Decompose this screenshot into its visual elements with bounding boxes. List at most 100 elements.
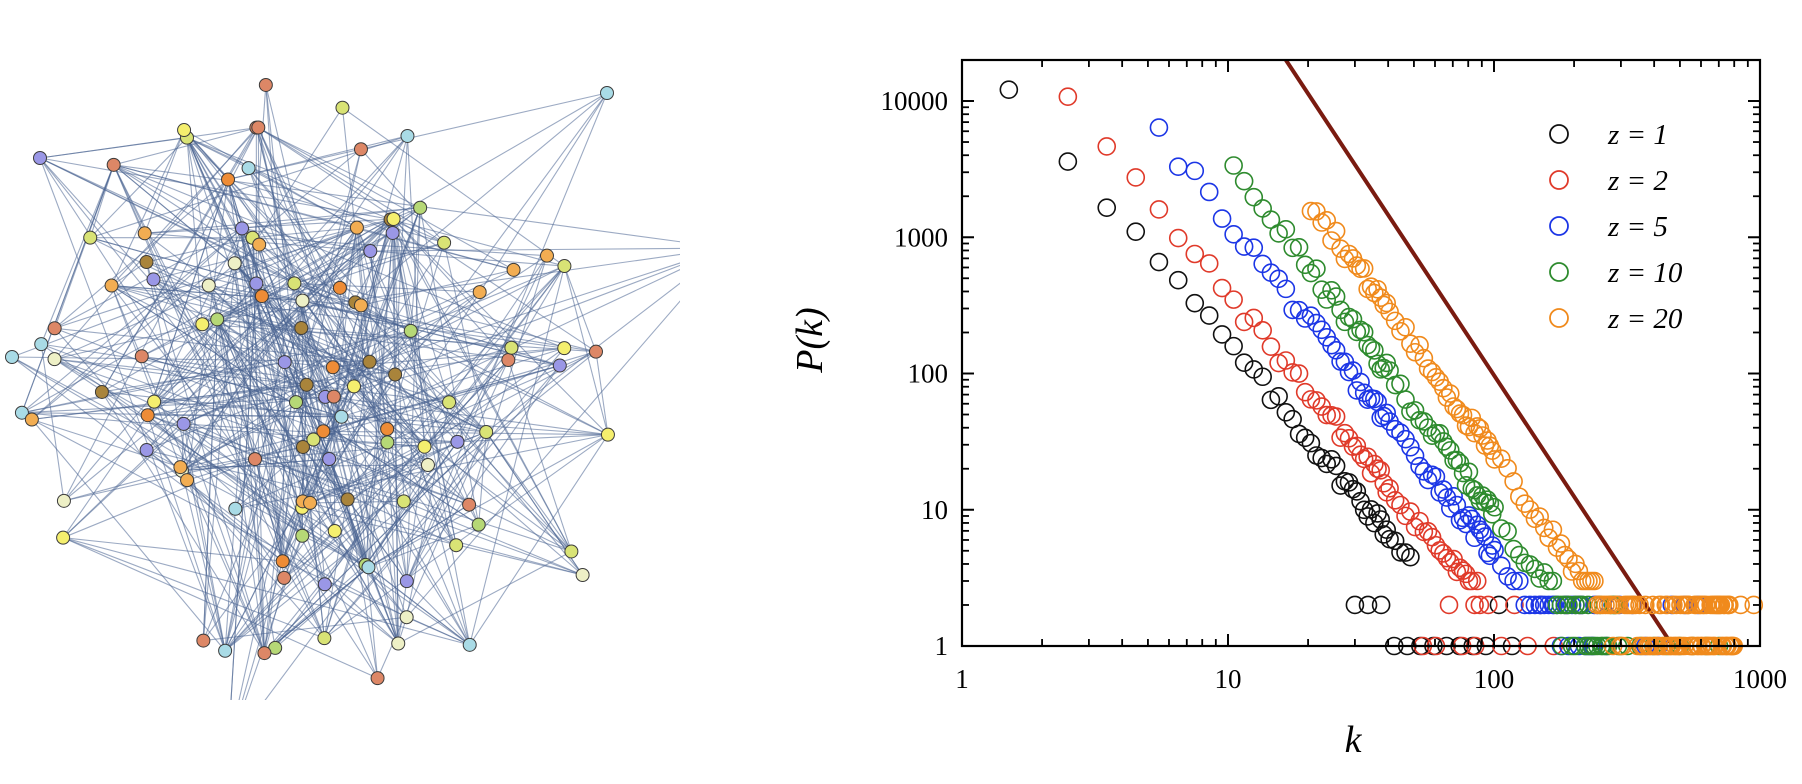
data-point <box>1276 403 1296 422</box>
data-point <box>1543 520 1563 540</box>
network-node <box>353 298 368 313</box>
network-node <box>386 211 401 226</box>
data-point <box>1365 341 1384 360</box>
network-edge <box>41 343 470 506</box>
data-point <box>1480 546 1500 566</box>
network-edge <box>356 227 514 271</box>
network-edge <box>39 157 391 220</box>
data-point <box>1520 595 1540 615</box>
data-point <box>1097 198 1117 217</box>
network-edge <box>227 179 425 448</box>
network-nodes <box>5 77 615 686</box>
network-node <box>277 570 292 585</box>
data-point <box>1244 187 1264 207</box>
data-point <box>1478 595 1498 615</box>
data-point <box>1491 449 1511 468</box>
network-edge <box>235 434 609 510</box>
network-node <box>24 412 39 427</box>
data-point <box>1289 424 1309 444</box>
network-node <box>479 425 494 440</box>
network-edge <box>244 535 303 700</box>
network-node <box>177 123 192 138</box>
data-point <box>1374 295 1394 315</box>
data-point <box>1401 547 1420 567</box>
data-point <box>1335 249 1355 269</box>
data-point <box>1199 182 1219 202</box>
network-edge <box>332 366 450 403</box>
data-point <box>1234 312 1254 332</box>
network-edge <box>301 300 336 532</box>
data-point <box>1317 210 1337 230</box>
data-point <box>1396 543 1415 562</box>
network-node <box>504 340 519 355</box>
data-point <box>1450 558 1470 578</box>
data-point <box>1253 199 1272 218</box>
data-point <box>1744 595 1764 615</box>
network-node <box>340 492 355 507</box>
network-edge <box>90 135 408 239</box>
network-edge <box>31 384 307 421</box>
data-point <box>1335 423 1355 443</box>
data-point <box>1385 311 1405 331</box>
network-node <box>403 323 418 338</box>
network-edge <box>302 300 512 349</box>
data-point <box>1437 488 1457 507</box>
network-node <box>210 312 225 327</box>
network-edge <box>145 261 226 651</box>
network-edge <box>54 227 358 360</box>
network-edge <box>111 285 302 329</box>
data-point <box>1531 595 1551 615</box>
data-point <box>1470 520 1490 539</box>
data-point <box>1505 595 1524 615</box>
network-edge <box>300 218 395 329</box>
network-edge <box>265 84 325 639</box>
network-node <box>399 574 414 589</box>
data-point <box>1301 433 1321 453</box>
network-node <box>326 389 341 404</box>
network-edge <box>147 218 391 416</box>
network-edge <box>257 127 457 546</box>
x-tick-label: 100 <box>1474 664 1515 694</box>
network-node <box>539 248 554 263</box>
network-edge <box>147 384 307 416</box>
data-point <box>1510 571 1529 591</box>
data-point <box>1459 417 1479 437</box>
network-edge <box>224 464 429 652</box>
network-node <box>303 495 318 510</box>
network-edge <box>283 446 425 579</box>
network-node <box>258 77 273 92</box>
data-point <box>1244 238 1264 257</box>
data-point <box>1276 351 1296 370</box>
network-edge <box>183 129 358 229</box>
legend-marker <box>1549 308 1569 328</box>
network-edge <box>341 347 565 418</box>
network-edge <box>393 218 512 349</box>
data-point <box>1422 426 1442 446</box>
network-node <box>471 517 486 532</box>
data-point <box>1572 595 1592 615</box>
data-point <box>1718 595 1737 615</box>
network-node <box>557 259 572 274</box>
network-node <box>361 560 376 575</box>
network-node <box>289 395 304 410</box>
data-point <box>1312 448 1331 468</box>
data-point <box>1351 445 1370 464</box>
network-node <box>363 244 378 259</box>
network-node <box>370 671 385 686</box>
network-node <box>332 280 347 295</box>
network-edge <box>323 347 565 639</box>
data-point <box>1347 322 1367 342</box>
legend-label: z = 10 <box>1607 257 1683 289</box>
network-edge <box>295 401 367 566</box>
network-edge <box>208 285 284 562</box>
network-edge <box>595 351 609 435</box>
data-point <box>1276 220 1296 239</box>
y-tick-label: 1000 <box>894 222 948 252</box>
network-edge <box>180 396 326 468</box>
network-edge <box>113 164 358 229</box>
network-node <box>353 142 368 157</box>
network-edge <box>339 287 597 353</box>
network-edge <box>217 318 512 349</box>
data-point <box>1339 307 1359 327</box>
network-edge <box>354 92 608 303</box>
